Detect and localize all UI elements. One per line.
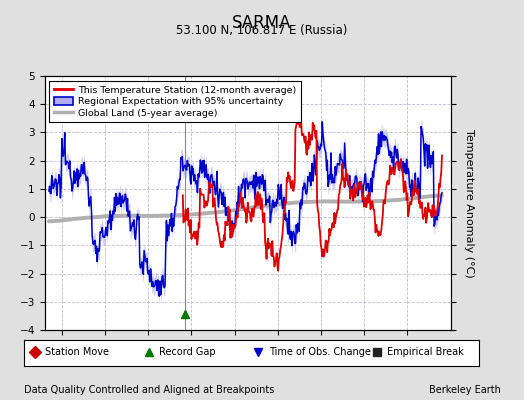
Text: Station Move: Station Move [46,348,110,358]
Text: SARMA: SARMA [232,14,292,32]
Y-axis label: Temperature Anomaly (°C): Temperature Anomaly (°C) [464,129,474,277]
Text: 53.100 N, 106.817 E (Russia): 53.100 N, 106.817 E (Russia) [176,24,348,37]
Text: Time of Obs. Change: Time of Obs. Change [269,348,370,358]
Text: Data Quality Controlled and Aligned at Breakpoints: Data Quality Controlled and Aligned at B… [24,385,274,395]
Text: Berkeley Earth: Berkeley Earth [429,385,500,395]
Text: Empirical Break: Empirical Break [387,348,464,358]
Text: Record Gap: Record Gap [159,348,216,358]
Legend: This Temperature Station (12-month average), Regional Expectation with 95% uncer: This Temperature Station (12-month avera… [49,81,301,122]
